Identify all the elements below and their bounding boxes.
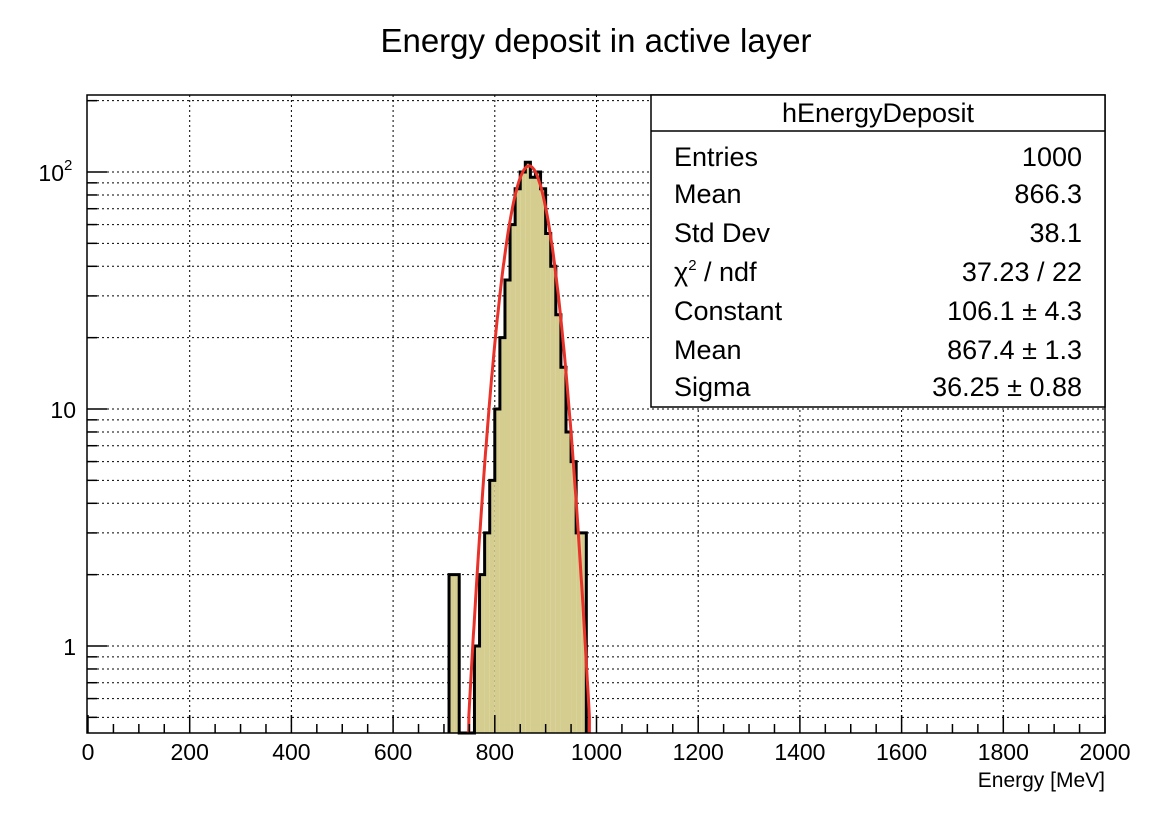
x-tick-label: 1600 — [876, 739, 927, 765]
histogram-bin — [540, 188, 546, 733]
histogram-bin — [560, 367, 566, 733]
histogram-bin — [499, 337, 505, 733]
histogram-bin — [504, 280, 511, 733]
x-tick-label: 1200 — [673, 739, 724, 765]
x-axis-label: Energy [MeV] — [978, 769, 1105, 792]
stat-label-constant: Constant — [674, 296, 783, 326]
y-tick-label-100-exponent: 2 — [64, 157, 72, 174]
stat-value-chi2-ndf: 37.23 / 22 — [962, 257, 1082, 287]
stat-label-entries: Entries — [674, 142, 758, 172]
stat-label-fit-mean: Mean — [674, 335, 742, 365]
x-tick-label: 200 — [171, 739, 209, 765]
stat-value-std-dev: 38.1 — [1029, 218, 1082, 248]
stats-box-title: hEnergyDeposit — [782, 98, 975, 128]
histogram-bin — [449, 574, 455, 733]
histogram-bin — [489, 480, 495, 733]
histogram-bin — [571, 461, 577, 733]
stat-label-mean: Mean — [674, 179, 742, 209]
histogram-bin — [520, 172, 526, 733]
x-tick-label: 0 — [82, 739, 95, 765]
histogram-bin — [525, 162, 531, 733]
x-tick-label: 2000 — [1079, 739, 1130, 765]
stat-value-sigma: 36.25 ± 0.88 — [932, 372, 1082, 402]
stats-box-frame — [650, 94, 1106, 408]
x-tick-label: 400 — [272, 739, 310, 765]
x-tick-label: 800 — [476, 739, 514, 765]
stat-value-fit-mean: 867.4 ± 1.3 — [947, 335, 1082, 365]
stat-label-sigma: Sigma — [674, 372, 752, 402]
stat-label-chi: χ — [674, 257, 688, 287]
stat-label-chi-exponent: 2 — [688, 257, 696, 274]
x-tick-label: 1000 — [571, 739, 622, 765]
histogram-bin — [535, 172, 541, 733]
axis-ticks — [87, 99, 1106, 733]
histogram-bin — [530, 177, 536, 733]
plot-frame — [86, 94, 1106, 734]
histogram-bars — [447, 160, 588, 735]
y-tick-label-10: 10 — [50, 397, 76, 423]
stat-value-constant: 106.1 ± 4.3 — [947, 296, 1082, 326]
gaussian-fit-curve — [467, 164, 591, 734]
stat-label-ndf: / ndf — [697, 257, 758, 287]
y-tick-label-1: 1 — [63, 634, 76, 660]
histogram-bin — [484, 532, 490, 733]
stat-label-std-dev: Std Dev — [674, 218, 771, 248]
stat-value-mean: 866.3 — [1014, 179, 1082, 209]
histogram-bin — [555, 314, 561, 733]
histogram-bin — [545, 233, 551, 733]
stat-value-entries: 1000 — [1022, 142, 1082, 172]
chart-title: Energy deposit in active layer — [380, 22, 811, 59]
histogram-bin — [510, 224, 516, 733]
x-tick-label: 1800 — [978, 739, 1029, 765]
histogram-bin — [550, 266, 556, 733]
histogram-bin — [494, 409, 500, 733]
histogram-bin — [565, 431, 572, 733]
histogram-bin — [454, 574, 460, 733]
histogram-bin — [474, 646, 480, 733]
x-tick-label: 1400 — [774, 739, 825, 765]
histogram-bin — [515, 188, 521, 733]
y-tick-labels: 1 10 10 2 — [38, 157, 76, 660]
x-tick-label: 600 — [374, 739, 412, 765]
x-tick-labels: 0 200 400 600 800 1000 1200 1400 1600 1800 2000 — [82, 739, 1131, 765]
histogram-bin — [576, 532, 582, 733]
histogram-bin — [479, 574, 485, 733]
y-tick-label-100-base: 10 — [38, 160, 64, 186]
stats-box: hEnergyDeposit Entries 1000 Mean 866.3 S… — [650, 94, 1106, 408]
stat-label-chi2-ndf: χ2 / ndf — [674, 257, 757, 287]
